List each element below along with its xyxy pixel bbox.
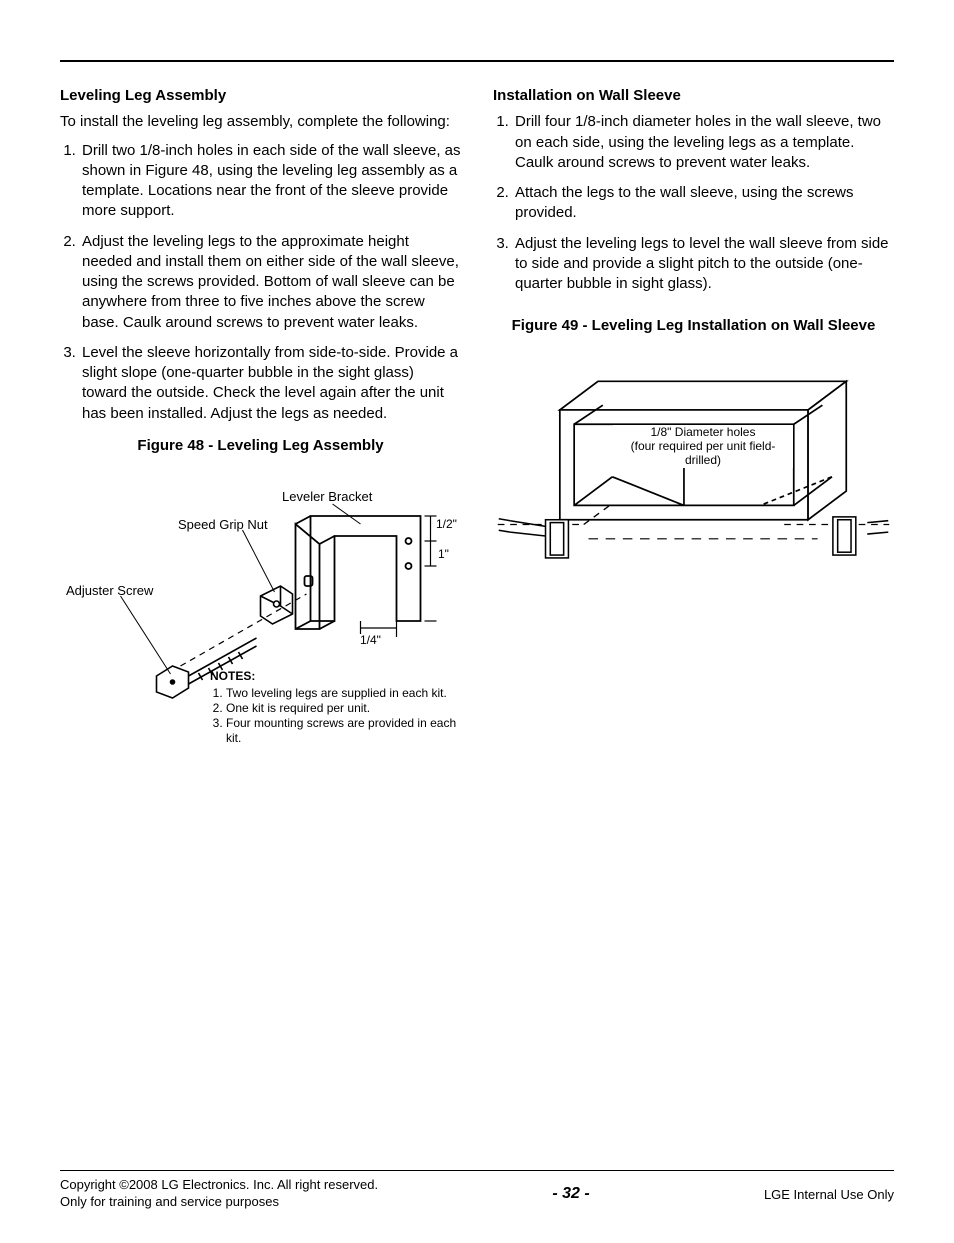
right-step-2: Attach the legs to the wall sleeve, usin… [513,183,894,224]
left-step-2: Adjust the leveling legs to the approxim… [80,232,461,333]
dim-quarter-inch: 1/4" [360,632,381,648]
footer-page-number: - 32 - [552,1185,589,1203]
right-step-3: Adjust the leveling legs to level the wa… [513,234,894,295]
right-heading: Installation on Wall Sleeve [493,86,894,106]
left-step-1: Drill two 1/8-inch holes in each side of… [80,141,461,222]
callout-box: 1/8" Diameter holes (four required per u… [613,425,793,468]
notes-heading: NOTES: [210,668,460,684]
notes-list: Two leveling legs are supplied in each k… [210,686,460,746]
right-steps: Drill four 1/8-inch diameter holes in th… [493,112,894,294]
footer-rule [60,1170,894,1171]
left-steps: Drill two 1/8-inch holes in each side of… [60,141,461,424]
figure-49: 1/8" Diameter holes (four required per u… [493,347,894,597]
left-intro: To install the leveling leg assembly, co… [60,112,461,132]
figure-48-caption: Figure 48 - Leveling Leg Assembly [60,436,461,456]
footer-copyright: Copyright ©2008 LG Electronics. Inc. All… [60,1177,378,1194]
top-rule [60,60,894,62]
label-speed-grip-nut: Speed Grip Nut [178,516,268,534]
figure-48: Leveler Bracket Speed Grip Nut Adjuster … [60,466,461,746]
callout-line-1: 1/8" Diameter holes [613,425,793,439]
left-column: Leveling Leg Assembly To install the lev… [60,86,461,746]
figure-49-caption: Figure 49 - Leveling Leg Installation on… [493,316,894,336]
figure-49-svg [493,347,894,597]
right-step-1: Drill four 1/8-inch diameter holes in th… [513,112,894,173]
left-heading: Leveling Leg Assembly [60,86,461,106]
page-footer: Copyright ©2008 LG Electronics. Inc. All… [60,1170,894,1211]
note-3: Four mounting screws are provided in eac… [226,716,460,746]
figure-48-notes: NOTES: Two leveling legs are supplied in… [210,668,460,746]
footer-right: LGE Internal Use Only [764,1187,894,1202]
dim-one-inch: 1" [438,546,449,562]
footer-left: Copyright ©2008 LG Electronics. Inc. All… [60,1177,378,1211]
two-column-layout: Leveling Leg Assembly To install the lev… [60,86,894,746]
label-leveler-bracket: Leveler Bracket [282,488,372,506]
callout-line-2: (four required per unit field-drilled) [613,439,793,468]
dim-half-inch: 1/2" [436,516,457,532]
note-1: Two leveling legs are supplied in each k… [226,686,460,701]
left-step-3: Level the sleeve horizontally from side-… [80,343,461,424]
right-column: Installation on Wall Sleeve Drill four 1… [493,86,894,746]
footer-sub: Only for training and service purposes [60,1194,378,1211]
label-adjuster-screw: Adjuster Screw [66,582,153,600]
note-2: One kit is required per unit. [226,701,460,716]
